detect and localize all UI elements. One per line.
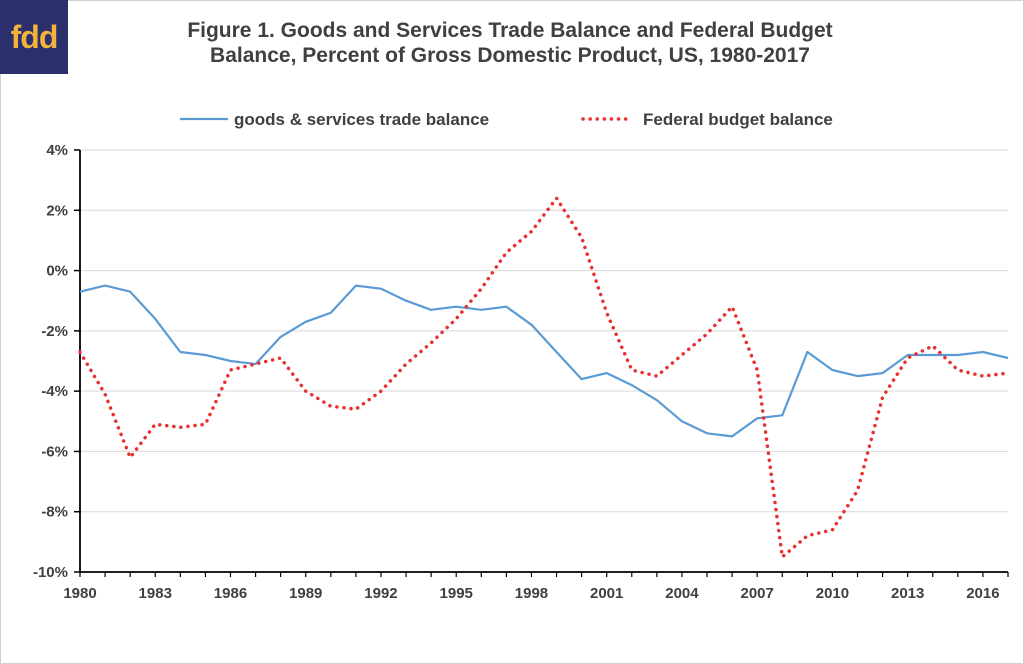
y-tick-label: -4% xyxy=(41,383,68,400)
y-tick-label: -10% xyxy=(33,564,68,581)
y-tick-label: -8% xyxy=(41,504,68,521)
logo-text: fdd xyxy=(10,18,59,55)
x-tick-label: 2013 xyxy=(891,585,924,602)
y-tick-label: -6% xyxy=(41,443,68,460)
x-tick-label: 1983 xyxy=(139,585,172,602)
chart-title-line1: Figure 1. Goods and Services Trade Balan… xyxy=(187,19,833,42)
x-tick-label: 2001 xyxy=(590,585,623,602)
y-tick-label: -2% xyxy=(41,323,68,340)
legend-label: Federal budget balance xyxy=(643,110,833,129)
x-tick-label: 1989 xyxy=(289,585,322,602)
chart-title: Figure 1. Goods and Services Trade Balan… xyxy=(100,18,920,68)
x-tick-label: 1998 xyxy=(515,585,548,602)
x-tick-label: 1995 xyxy=(440,585,473,602)
legend-label: goods & services trade balance xyxy=(234,110,489,129)
series-line-budget-balance xyxy=(78,196,1010,559)
x-tick-label: 1986 xyxy=(214,585,247,602)
x-tick-label: 1992 xyxy=(364,585,397,602)
x-tick-label: 2004 xyxy=(665,585,699,602)
y-tick-label: 4% xyxy=(46,142,68,159)
series-line-trade-balance xyxy=(79,284,1009,438)
chart-title-line2: Balance, Percent of Gross Domestic Produ… xyxy=(210,44,810,67)
y-tick-label: 0% xyxy=(46,263,68,280)
x-tick-label: 2007 xyxy=(741,585,774,602)
fdd-logo: fdd xyxy=(0,0,68,74)
x-tick-label: 1980 xyxy=(63,585,96,602)
x-tick-label: 2010 xyxy=(816,585,849,602)
x-tick-label: 2016 xyxy=(966,585,999,602)
y-tick-label: 2% xyxy=(46,202,68,219)
